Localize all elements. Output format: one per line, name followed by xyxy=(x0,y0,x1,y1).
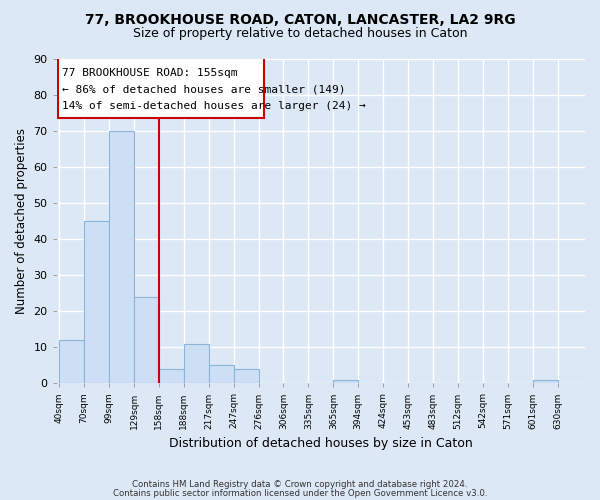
Text: Size of property relative to detached houses in Caton: Size of property relative to detached ho… xyxy=(133,28,467,40)
Bar xyxy=(134,297,159,384)
X-axis label: Distribution of detached houses by size in Caton: Distribution of detached houses by size … xyxy=(169,437,473,450)
Bar xyxy=(209,365,233,384)
Bar xyxy=(84,221,109,384)
Text: ← 86% of detached houses are smaller (149): ← 86% of detached houses are smaller (14… xyxy=(62,84,345,94)
Text: Contains HM Land Registry data © Crown copyright and database right 2024.: Contains HM Land Registry data © Crown c… xyxy=(132,480,468,489)
Bar xyxy=(533,380,557,384)
Text: Contains public sector information licensed under the Open Government Licence v3: Contains public sector information licen… xyxy=(113,488,487,498)
Text: 77 BROOKHOUSE ROAD: 155sqm: 77 BROOKHOUSE ROAD: 155sqm xyxy=(62,68,237,78)
Bar xyxy=(184,344,209,384)
Text: 14% of semi-detached houses are larger (24) →: 14% of semi-detached houses are larger (… xyxy=(62,101,365,111)
Bar xyxy=(159,369,184,384)
Bar xyxy=(59,340,84,384)
Bar xyxy=(334,380,358,384)
Y-axis label: Number of detached properties: Number of detached properties xyxy=(15,128,28,314)
FancyBboxPatch shape xyxy=(58,57,263,118)
Bar xyxy=(109,131,134,384)
Bar xyxy=(233,369,259,384)
Text: 77, BROOKHOUSE ROAD, CATON, LANCASTER, LA2 9RG: 77, BROOKHOUSE ROAD, CATON, LANCASTER, L… xyxy=(85,12,515,26)
